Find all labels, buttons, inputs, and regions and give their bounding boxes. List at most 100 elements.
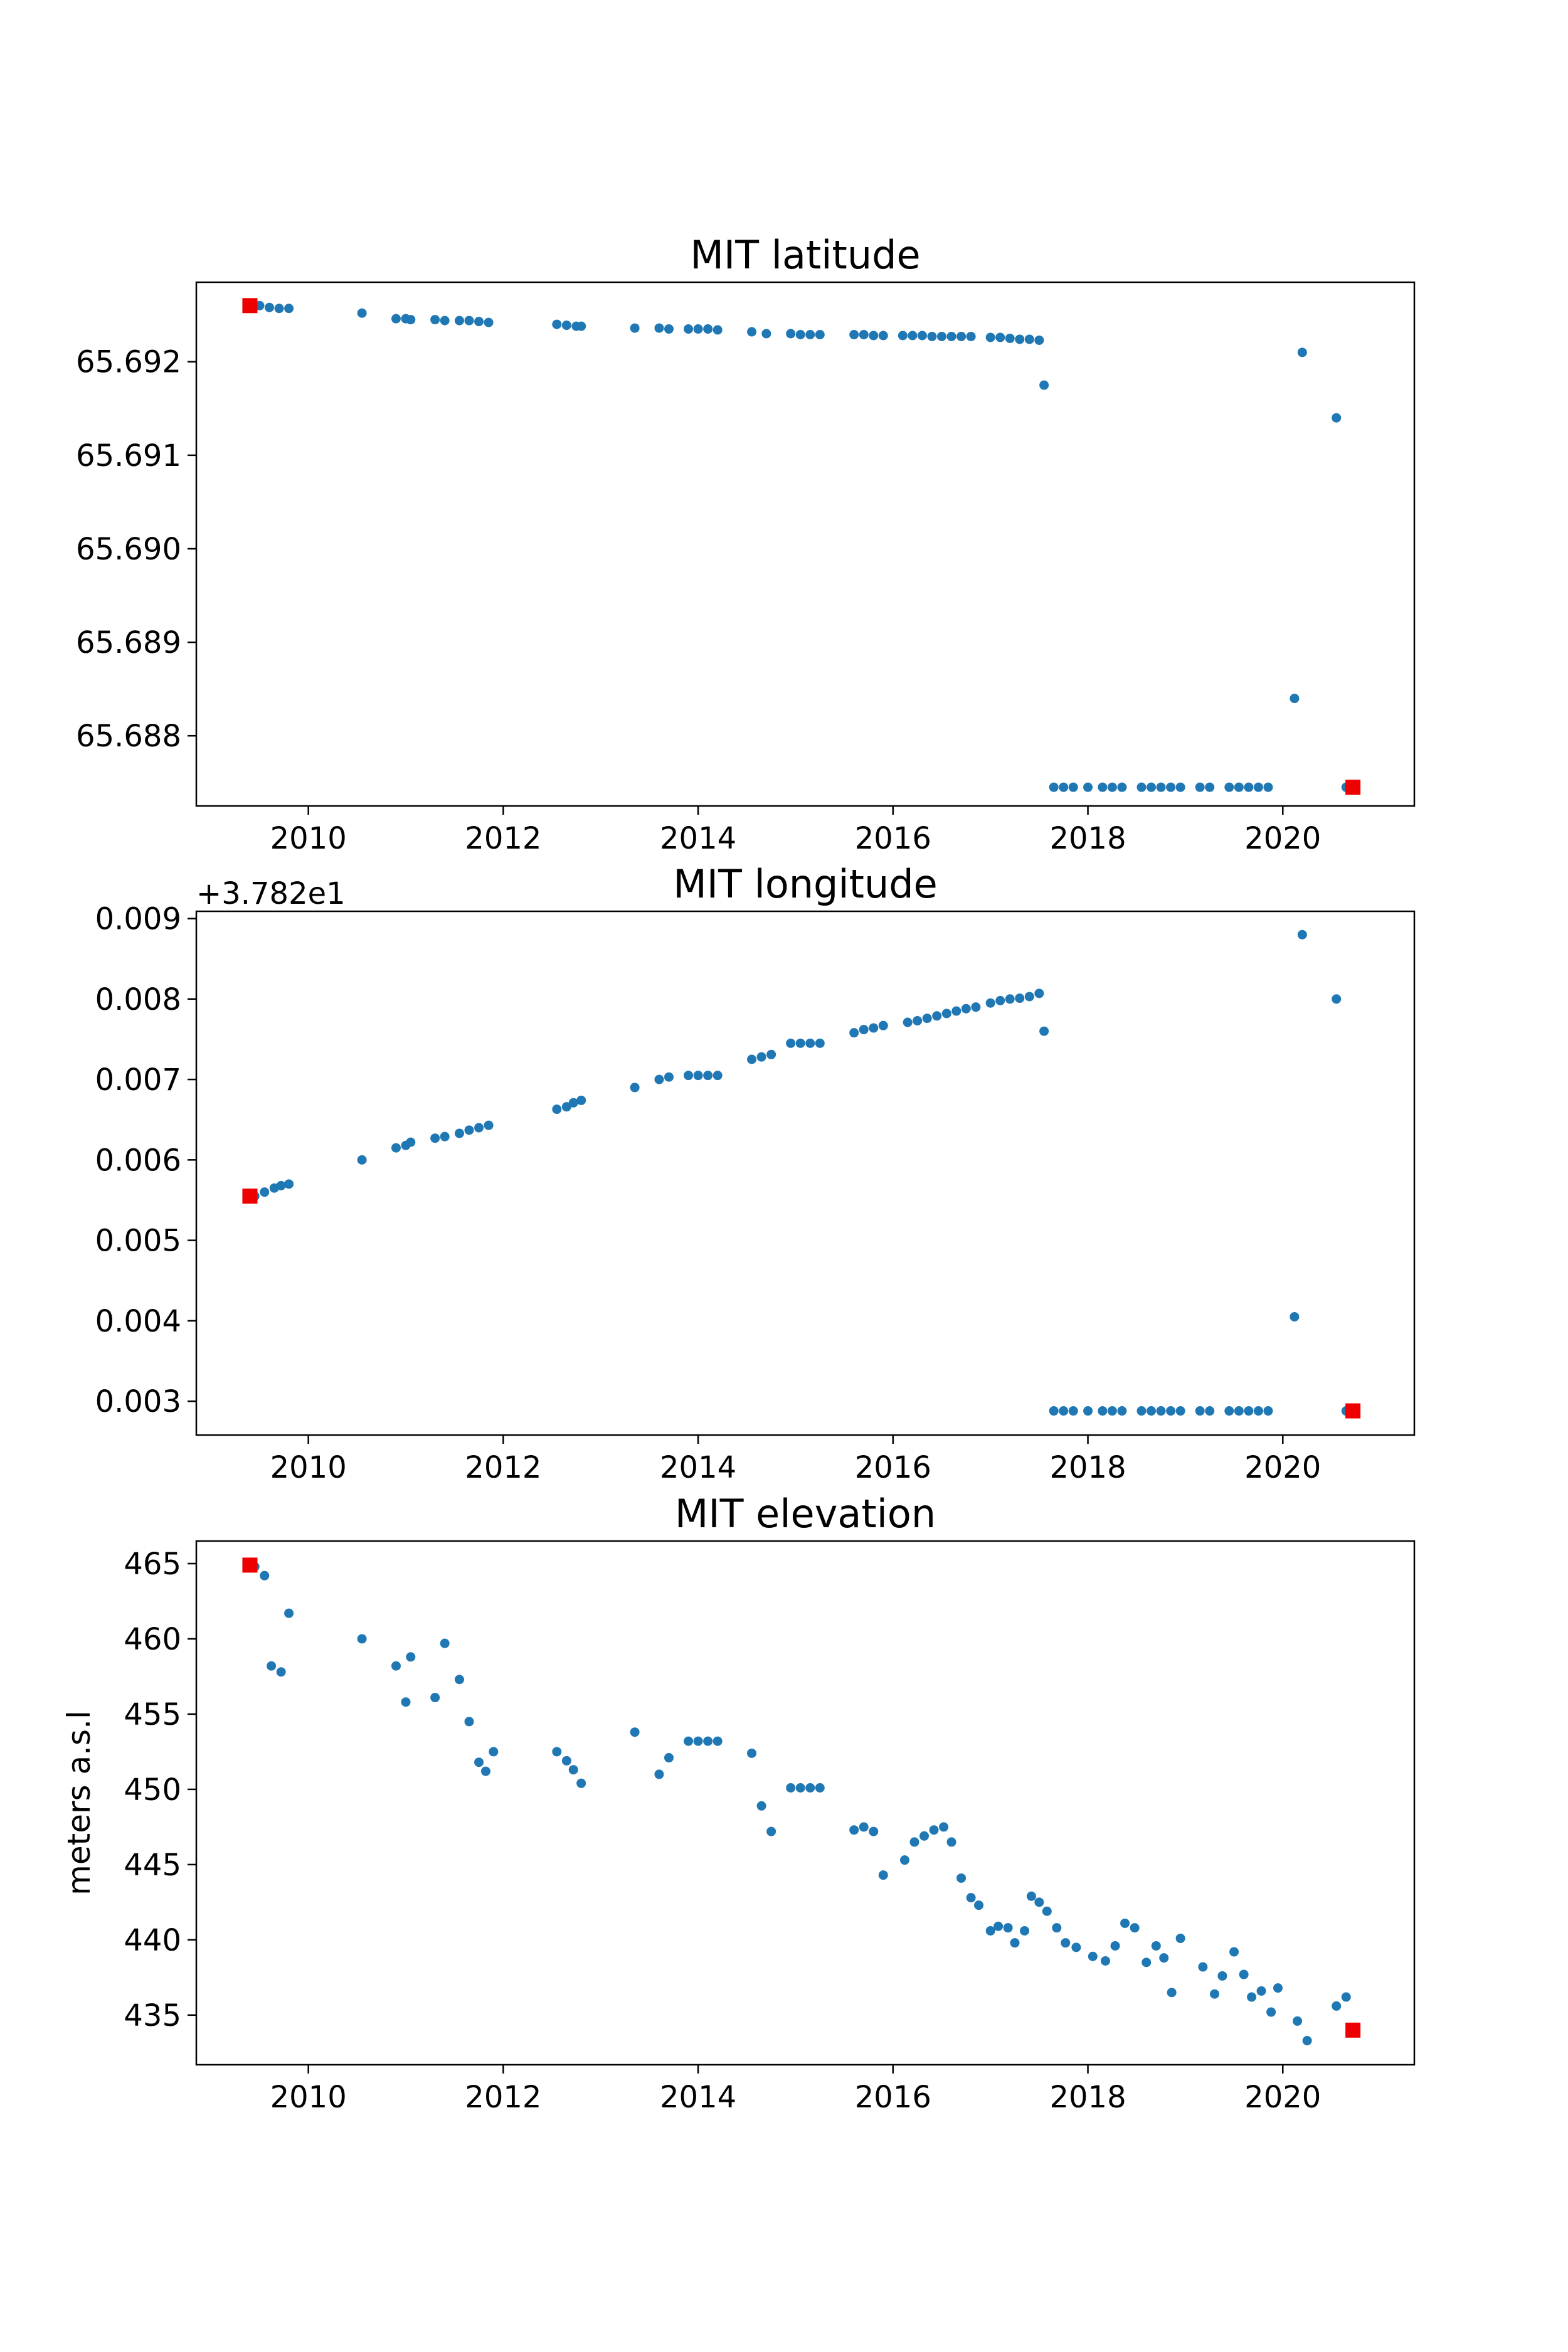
data-point bbox=[576, 1778, 586, 1788]
data-point bbox=[985, 332, 995, 342]
data-point bbox=[1003, 1923, 1013, 1933]
data-point bbox=[966, 1893, 976, 1903]
data-point bbox=[1151, 1941, 1161, 1951]
scatter-points bbox=[242, 930, 1361, 1419]
data-point bbox=[1034, 1897, 1044, 1907]
data-point bbox=[786, 329, 796, 339]
axis-ticks: 2010 2012 2014 2016 2018 2020 65.688 65.689 65.6… bbox=[76, 345, 1321, 856]
data-point bbox=[1224, 782, 1234, 792]
data-point bbox=[1024, 992, 1034, 1002]
data-point bbox=[484, 1120, 494, 1130]
data-point bbox=[552, 1747, 562, 1757]
data-point bbox=[786, 1783, 796, 1793]
data-point bbox=[859, 330, 869, 339]
data-point bbox=[684, 324, 694, 334]
data-point bbox=[552, 319, 562, 329]
x-tick-label: 2014 bbox=[660, 821, 736, 856]
data-point bbox=[903, 1017, 913, 1027]
data-point bbox=[878, 331, 888, 341]
axes-frame bbox=[195, 1540, 1416, 2066]
data-point bbox=[766, 1049, 776, 1059]
data-point bbox=[693, 324, 703, 334]
data-point bbox=[747, 327, 757, 337]
data-point bbox=[756, 1052, 766, 1062]
data-point bbox=[971, 1002, 981, 1012]
data-point bbox=[489, 1747, 499, 1757]
data-point bbox=[1015, 993, 1025, 1004]
data-point bbox=[913, 1015, 923, 1025]
data-point bbox=[956, 1873, 967, 1883]
data-point bbox=[1256, 1986, 1266, 1996]
data-point bbox=[1026, 1891, 1036, 1901]
scatter-points bbox=[242, 298, 1361, 795]
data-point bbox=[859, 1025, 869, 1035]
x-tick-label: 2018 bbox=[1049, 2080, 1126, 2115]
data-point bbox=[747, 1054, 757, 1064]
data-point bbox=[630, 1083, 640, 1093]
y-tick-label: 65.691 bbox=[76, 438, 181, 474]
data-point bbox=[703, 324, 713, 334]
data-point bbox=[1253, 1406, 1263, 1416]
data-point bbox=[440, 1131, 450, 1142]
data-point bbox=[1120, 1918, 1130, 1928]
data-point bbox=[1195, 1406, 1205, 1416]
data-point bbox=[1020, 1926, 1030, 1936]
data-point bbox=[654, 1769, 664, 1779]
data-point bbox=[1068, 1406, 1078, 1416]
data-point bbox=[1117, 782, 1127, 792]
x-tick-label: 2018 bbox=[1049, 1450, 1126, 1485]
data-point bbox=[1293, 2016, 1303, 2026]
data-point bbox=[561, 320, 571, 331]
y-tick-label: 0.005 bbox=[95, 1224, 181, 1259]
data-point bbox=[1136, 1406, 1147, 1416]
x-tick-label: 2014 bbox=[660, 2080, 736, 2115]
data-point bbox=[664, 1753, 674, 1763]
data-point bbox=[849, 330, 859, 339]
x-tick-label: 2010 bbox=[270, 2080, 347, 2115]
data-point bbox=[474, 1757, 484, 1767]
endpoint-marker bbox=[242, 1557, 258, 1573]
endpoint-marker bbox=[1345, 2022, 1361, 2038]
data-point bbox=[974, 1900, 984, 1910]
y-tick-label: 465 bbox=[124, 1547, 181, 1582]
data-point bbox=[1263, 1406, 1273, 1416]
data-point bbox=[576, 321, 586, 331]
data-point bbox=[1341, 1992, 1351, 2002]
data-point bbox=[1136, 782, 1147, 792]
data-point bbox=[1059, 1406, 1069, 1416]
data-point bbox=[561, 1102, 571, 1112]
data-point bbox=[430, 1133, 440, 1143]
data-point bbox=[1034, 335, 1044, 345]
data-point bbox=[464, 1717, 474, 1727]
data-point bbox=[805, 1783, 815, 1793]
data-point bbox=[1071, 1942, 1081, 1952]
data-point bbox=[1147, 782, 1157, 792]
y-tick-label: 445 bbox=[124, 1848, 181, 1883]
data-point bbox=[815, 1783, 825, 1793]
data-point bbox=[929, 1825, 939, 1835]
data-point bbox=[1015, 334, 1025, 344]
data-point bbox=[357, 1155, 367, 1165]
x-tick-label: 2020 bbox=[1244, 2080, 1321, 2115]
data-point bbox=[761, 329, 771, 339]
data-point bbox=[849, 1825, 859, 1835]
data-point bbox=[440, 315, 450, 326]
data-point bbox=[1005, 994, 1015, 1004]
data-point bbox=[357, 1634, 367, 1644]
data-point bbox=[654, 1074, 664, 1084]
data-point bbox=[993, 1921, 1004, 1931]
data-point bbox=[1217, 1971, 1227, 1981]
data-point bbox=[1005, 333, 1015, 343]
data-point bbox=[1332, 2001, 1342, 2011]
axes-frame bbox=[195, 281, 1416, 807]
data-point bbox=[1039, 1026, 1049, 1036]
data-point bbox=[1059, 782, 1069, 792]
data-point bbox=[1290, 1311, 1300, 1322]
data-point bbox=[561, 1756, 571, 1766]
endpoint-marker bbox=[1345, 780, 1361, 795]
data-point bbox=[815, 330, 825, 339]
data-point bbox=[1088, 1951, 1098, 1961]
data-point bbox=[939, 1822, 949, 1832]
data-point bbox=[480, 1766, 490, 1776]
data-point bbox=[284, 1608, 294, 1618]
